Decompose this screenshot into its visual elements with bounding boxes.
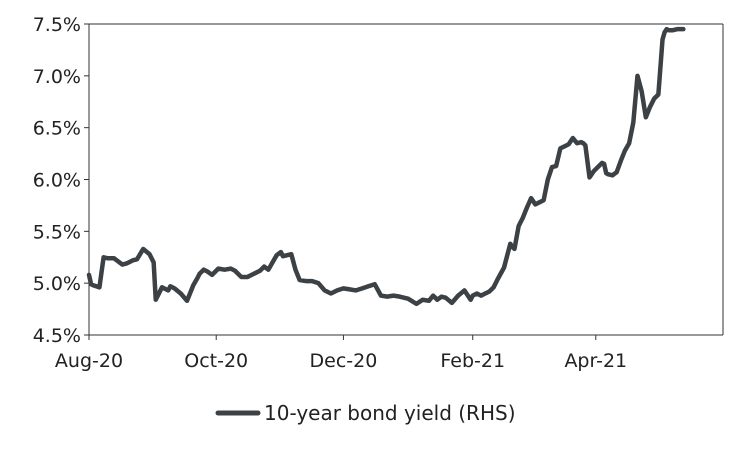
series-layer: [86, 26, 686, 307]
y-tick-label: 7.0%: [33, 66, 81, 88]
y-tick-label: 4.5%: [33, 325, 81, 347]
y-tick-label: 6.0%: [33, 170, 81, 192]
axes: [88, 23, 724, 336]
y-tick-label: 5.0%: [33, 273, 81, 295]
legend: 10-year bond yield (RHS): [215, 401, 516, 425]
y-ticks: 4.5% 5.0% 5.5% 6.0% 6.5% 7.0% 7.5%: [33, 14, 89, 347]
x-tick-label: Apr-21: [564, 350, 627, 372]
y-tick-label: 5.5%: [33, 221, 81, 243]
x-tick-label: Aug-20: [55, 350, 123, 372]
legend-label: 10-year bond yield (RHS): [264, 401, 516, 425]
x-tick-label: Feb-21: [440, 350, 505, 372]
y-tick-label: 6.5%: [33, 118, 81, 140]
series-line-0: [86, 26, 686, 307]
y-tick-label: 7.5%: [33, 14, 81, 36]
x-tick-label: Oct-20: [184, 350, 248, 372]
x-tick-label: Dec-20: [310, 350, 378, 372]
x-ticks: Aug-20 Oct-20 Dec-20 Feb-21 Apr-21: [55, 335, 627, 372]
